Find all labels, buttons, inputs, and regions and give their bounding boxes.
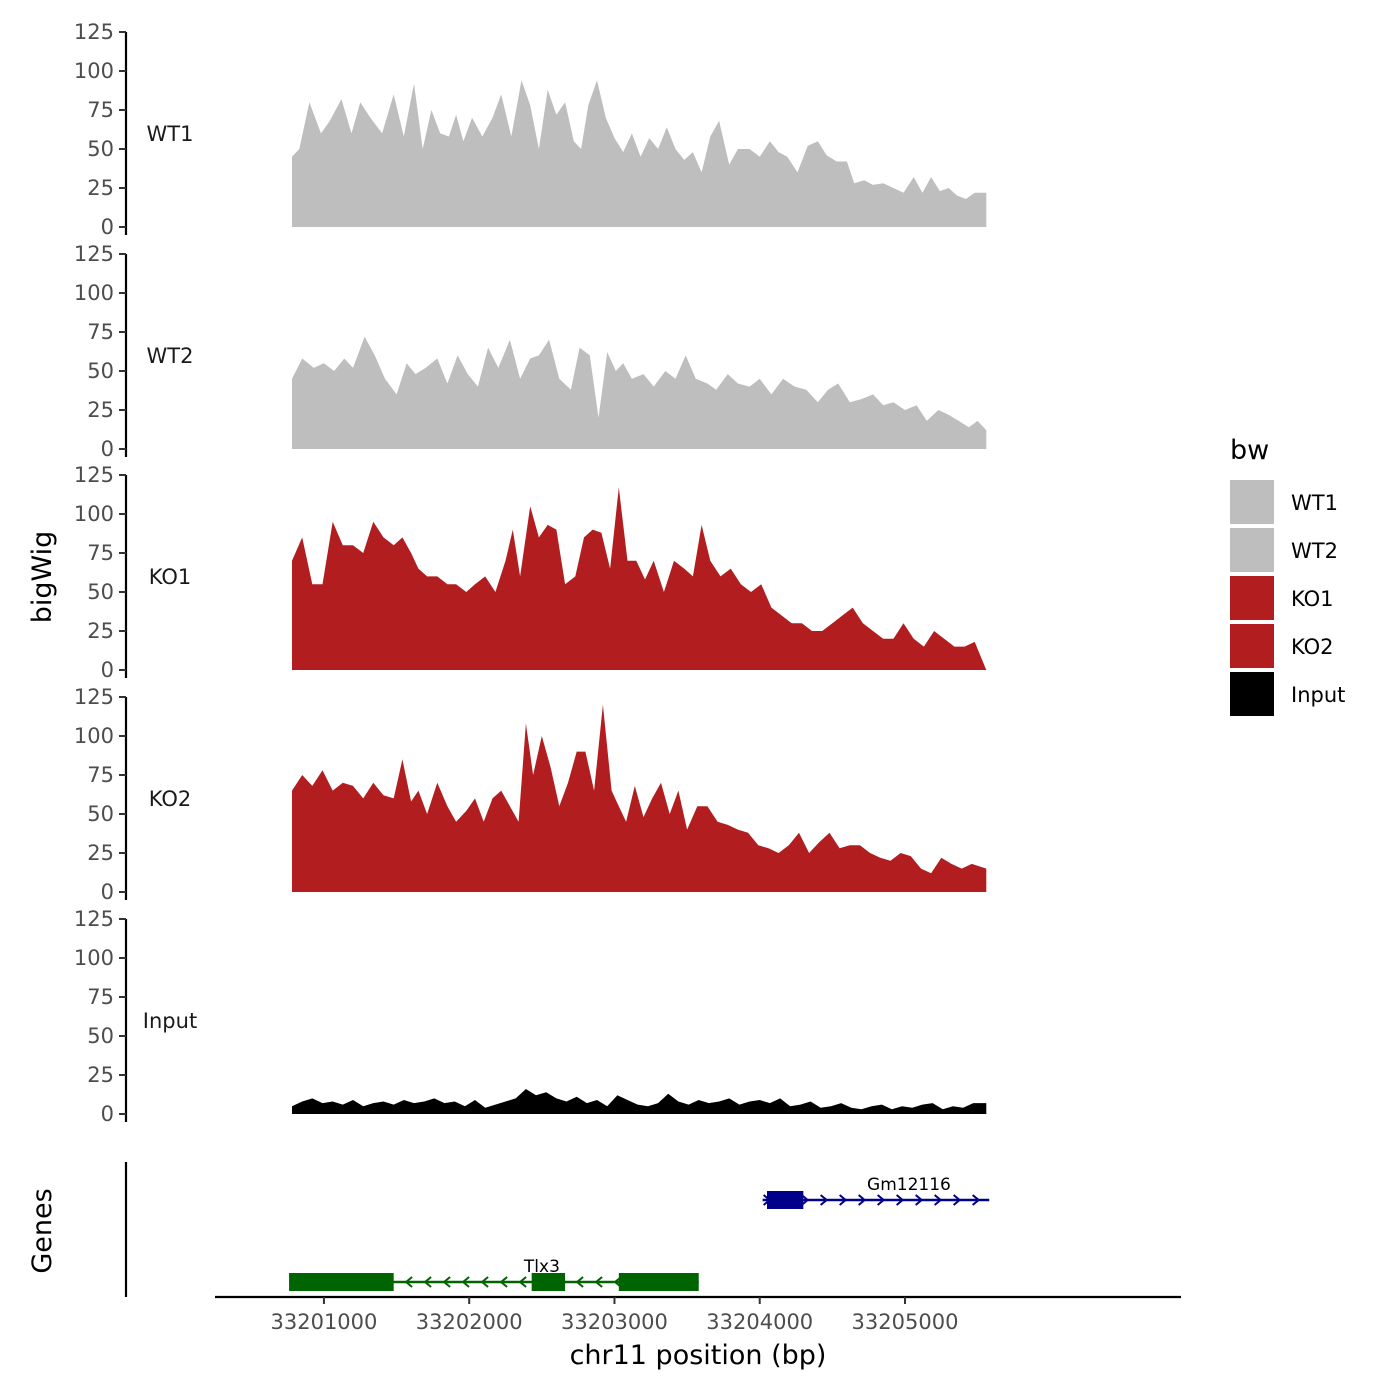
y-tick-label-ko1-0: 0 xyxy=(101,658,114,682)
y-tick-label-input-50: 50 xyxy=(87,1024,114,1048)
strand-arrow-icon xyxy=(518,1276,527,1288)
area-input xyxy=(292,1089,987,1114)
y-tick-label-wt1-25: 25 xyxy=(87,176,114,200)
strand-arrow-icon xyxy=(480,1276,489,1288)
y-tick-label-input-75: 75 xyxy=(87,985,114,1009)
y-tick-label-wt1-75: 75 xyxy=(87,98,114,122)
legend-swatch-wt2 xyxy=(1230,528,1274,572)
legend-label-wt2: WT2 xyxy=(1291,539,1338,563)
y-tick-label-ko1-125: 125 xyxy=(74,463,114,487)
y-tick-label-ko2-50: 50 xyxy=(87,802,114,826)
strand-arrow-icon xyxy=(575,1276,584,1288)
y-tick-label-ko1-75: 75 xyxy=(87,541,114,565)
x-tick-label-33204000: 33204000 xyxy=(706,1310,813,1334)
y-tick-label-ko2-75: 75 xyxy=(87,763,114,787)
legend-swatch-ko1 xyxy=(1230,576,1274,620)
strand-arrow-icon xyxy=(877,1194,886,1206)
y-tick-label-wt1-0: 0 xyxy=(101,215,114,239)
y-tick-label-wt2-75: 75 xyxy=(87,320,114,344)
y-tick-label-ko2-125: 125 xyxy=(74,685,114,709)
area-wt2 xyxy=(292,336,987,449)
legend-swatch-input xyxy=(1230,672,1274,716)
y-tick-label-wt1-100: 100 xyxy=(74,59,114,83)
tracks-layer: 0 25 50 75 100 125 WT1 0 25 50 75 100 125 WT2 0 25 50 75 1… xyxy=(74,20,987,1126)
strand-arrow-icon xyxy=(934,1194,943,1206)
strand-arrow-icon xyxy=(594,1276,603,1288)
gene-label-gm12116: Gm12116 xyxy=(867,1175,951,1195)
area-wt1 xyxy=(292,80,987,228)
exon-tlx3-2 xyxy=(531,1273,566,1291)
y-tick-label-wt2-50: 50 xyxy=(87,359,114,383)
track-label-wt2: WT2 xyxy=(147,344,194,368)
strand-arrow-icon xyxy=(858,1194,867,1206)
y-tick-label-wt2-25: 25 xyxy=(87,398,114,422)
strand-arrow-icon xyxy=(801,1194,810,1206)
x-tick-label-33202000: 33202000 xyxy=(416,1310,523,1334)
x-axis: 33201000 33202000 33203000 33204000 33205000 xyxy=(215,1295,1181,1334)
exon-tlx3-1 xyxy=(289,1273,394,1291)
strand-arrow-icon xyxy=(499,1276,508,1288)
strand-arrow-icon xyxy=(953,1194,962,1206)
exon-tlx3-3 xyxy=(618,1273,699,1291)
y-tick-label-wt2-100: 100 xyxy=(74,281,114,305)
y-tick-label-input-0: 0 xyxy=(101,1102,114,1126)
strand-arrow-icon xyxy=(915,1194,924,1206)
y-tick-label-wt1-50: 50 xyxy=(87,137,114,161)
x-axis-title: chr11 position (bp) xyxy=(570,1340,827,1371)
track-label-wt1: WT1 xyxy=(147,122,194,146)
track-wt2: 0 25 50 75 100 125 WT2 xyxy=(74,242,987,461)
y-tick-label-ko1-25: 25 xyxy=(87,619,114,643)
y-tick-label-wt2-125: 125 xyxy=(74,242,114,266)
strand-arrow-icon xyxy=(972,1194,981,1206)
legend-swatch-ko2 xyxy=(1230,624,1274,668)
y-tick-label-input-25: 25 xyxy=(87,1063,114,1087)
y-tick-label-ko2-0: 0 xyxy=(101,880,114,904)
exon-gm12116-1 xyxy=(767,1191,804,1209)
legend-label-wt1: WT1 xyxy=(1291,491,1338,515)
track-label-input: Input xyxy=(143,1009,197,1033)
gene-tlx3: Tlx3 xyxy=(289,1257,699,1291)
legend-label-ko2: KO2 xyxy=(1291,635,1334,659)
y-tick-label-input-125: 125 xyxy=(74,907,114,931)
strand-arrow-icon xyxy=(896,1194,905,1206)
legend-swatch-wt1 xyxy=(1230,480,1274,524)
track-ko2: 0 25 50 75 100 125 KO2 xyxy=(74,685,987,904)
legend-label-ko1: KO1 xyxy=(1291,587,1334,611)
genes-layer: Tlx3 Gm12116 xyxy=(124,1162,990,1297)
strand-arrow-icon xyxy=(820,1194,829,1206)
legend-label-input: Input xyxy=(1291,683,1345,707)
area-ko2 xyxy=(292,704,987,892)
y-tick-label-wt1-125: 125 xyxy=(74,20,114,44)
x-tick-label-33201000: 33201000 xyxy=(271,1310,378,1334)
x-tick-label-33205000: 33205000 xyxy=(852,1310,959,1334)
track-label-ko1: KO1 xyxy=(149,565,192,589)
strand-arrow-icon xyxy=(404,1276,413,1288)
strand-arrow-icon xyxy=(442,1276,451,1288)
strand-arrow-icon xyxy=(423,1276,432,1288)
y-tick-label-ko1-100: 100 xyxy=(74,502,114,526)
y-tick-label-input-100: 100 xyxy=(74,946,114,970)
strand-arrow-icon xyxy=(839,1194,848,1206)
y-tick-label-wt2-0: 0 xyxy=(101,437,114,461)
track-input: 0 25 50 75 100 125 Input xyxy=(74,907,987,1126)
x-tick-label-33203000: 33203000 xyxy=(561,1310,668,1334)
gene-label-tlx3: Tlx3 xyxy=(523,1257,560,1277)
track-label-ko2: KO2 xyxy=(149,787,192,811)
track-ko1: 0 25 50 75 100 125 KO1 xyxy=(74,463,987,682)
y-tick-label-ko1-50: 50 xyxy=(87,580,114,604)
y-tick-label-ko2-100: 100 xyxy=(74,724,114,748)
y-axis-title: bigWig xyxy=(27,531,58,624)
legend-title: bw xyxy=(1230,435,1269,466)
legend: bw WT1 WT2 KO1 KO2 Input xyxy=(1230,435,1345,716)
track-wt1: 0 25 50 75 100 125 WT1 xyxy=(74,20,987,239)
strand-arrow-icon xyxy=(461,1276,470,1288)
genes-axis-title: Genes xyxy=(27,1188,58,1273)
area-ko1 xyxy=(292,487,987,670)
y-tick-label-ko2-25: 25 xyxy=(87,841,114,865)
gene-gm12116: Gm12116 xyxy=(762,1175,990,1209)
